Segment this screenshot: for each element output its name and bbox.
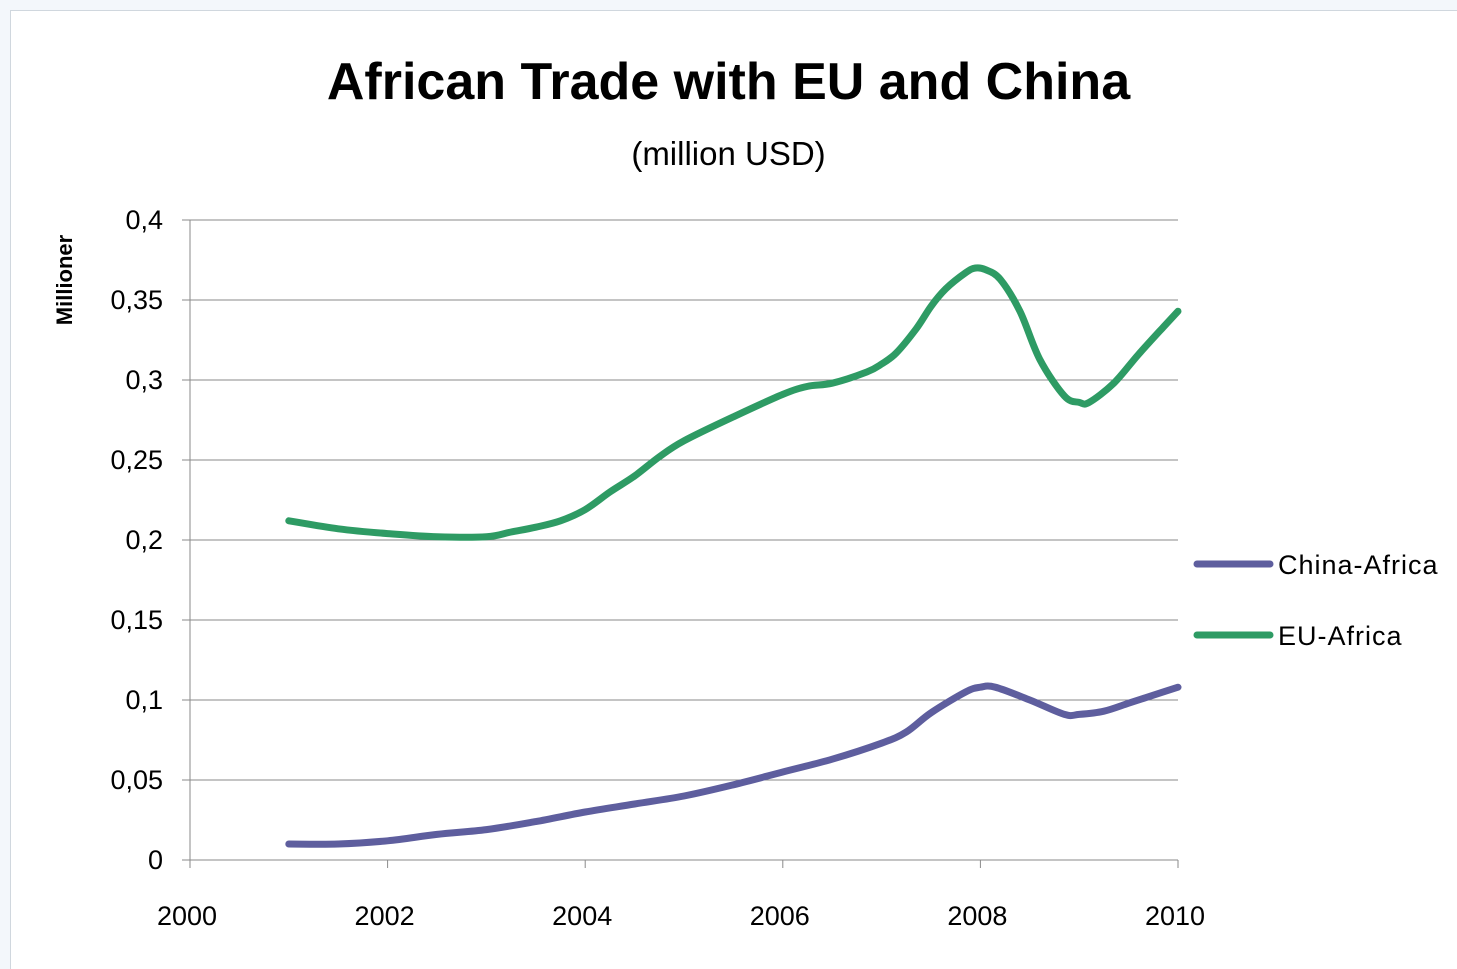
series-line-eu-africa <box>285 264 1182 541</box>
x-tick-label: 2008 <box>947 901 1007 931</box>
axes: 0 0,05 0,1 0,15 0,2 0,25 0,3 0,35 0,4 2000 2002 200… <box>110 205 1205 931</box>
y-tick-label: 0 <box>148 845 163 875</box>
y-tick-label: 0,05 <box>110 765 163 795</box>
y-tick-label: 0,35 <box>110 285 163 315</box>
x-tick-label: 2010 <box>1145 901 1205 931</box>
x-tick-label: 2006 <box>750 901 810 931</box>
x-tick-label: 2004 <box>552 901 612 931</box>
legend-label-eu-africa: EU-Africa <box>1278 621 1403 651</box>
series-lines <box>285 264 1182 848</box>
y-tick-label: 0,1 <box>125 685 163 715</box>
gridlines <box>190 219 1178 781</box>
y-tick-label: 0,25 <box>110 445 163 475</box>
chart-title: African Trade with EU and China <box>326 53 1131 111</box>
x-tick-label: 2000 <box>157 901 217 931</box>
y-axis-label: Millioner <box>52 234 77 325</box>
y-tick-label: 0,4 <box>125 205 163 235</box>
chart-subtitle: (million USD) <box>631 135 826 172</box>
legend: China-Africa EU-Africa <box>1193 550 1439 651</box>
y-tick-label: 0,3 <box>125 365 163 395</box>
y-tick-label: 0,2 <box>125 525 163 555</box>
series-line-china-africa <box>285 682 1182 848</box>
legend-label-china-africa: China-Africa <box>1278 550 1439 580</box>
x-tick-label: 2002 <box>355 901 415 931</box>
y-tick-label: 0,15 <box>110 605 163 635</box>
chart-frame <box>10 10 1457 969</box>
